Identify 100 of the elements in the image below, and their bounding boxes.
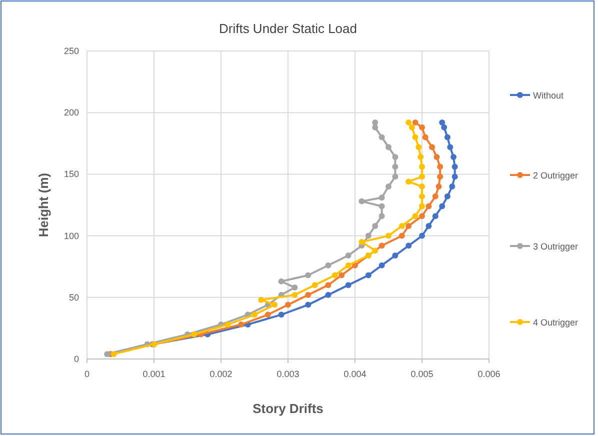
point bbox=[378, 213, 385, 220]
point bbox=[419, 193, 425, 200]
point bbox=[452, 174, 458, 180]
point bbox=[437, 164, 444, 170]
point bbox=[444, 134, 450, 140]
point bbox=[191, 331, 198, 338]
point bbox=[305, 272, 312, 278]
y-tick-label: 50 bbox=[68, 292, 79, 302]
point bbox=[378, 194, 385, 201]
point bbox=[412, 134, 418, 140]
point bbox=[418, 154, 424, 160]
point bbox=[345, 282, 352, 288]
point bbox=[429, 144, 436, 150]
point bbox=[432, 193, 438, 200]
point bbox=[412, 119, 418, 126]
chart-title: Drifts Under Static Load bbox=[218, 21, 358, 36]
point bbox=[292, 284, 298, 291]
legend-label: 3 Outrigger bbox=[533, 242, 578, 252]
point bbox=[110, 351, 117, 358]
point bbox=[386, 144, 392, 150]
point bbox=[406, 242, 412, 249]
point bbox=[372, 222, 378, 229]
point bbox=[406, 119, 412, 126]
point bbox=[422, 134, 428, 140]
legend-label: Without bbox=[533, 90, 564, 100]
point bbox=[365, 272, 372, 278]
point bbox=[432, 213, 438, 220]
point bbox=[419, 184, 425, 190]
point bbox=[447, 144, 454, 150]
point bbox=[378, 134, 385, 140]
point bbox=[238, 322, 244, 328]
point bbox=[278, 312, 284, 318]
point bbox=[325, 262, 332, 268]
point bbox=[398, 232, 405, 239]
point bbox=[278, 278, 284, 284]
point bbox=[292, 292, 298, 298]
point bbox=[419, 232, 425, 239]
point bbox=[392, 154, 398, 160]
point bbox=[426, 222, 432, 229]
point bbox=[412, 213, 418, 220]
point bbox=[419, 203, 425, 210]
point bbox=[345, 252, 352, 259]
point bbox=[436, 184, 442, 190]
legend-label: 4 Outrigger bbox=[533, 318, 578, 328]
x-tick-label: 0 bbox=[84, 369, 90, 379]
point bbox=[419, 164, 425, 170]
point bbox=[258, 296, 264, 303]
point bbox=[439, 203, 446, 210]
y-tick-label: 100 bbox=[64, 230, 79, 241]
point bbox=[406, 178, 412, 185]
point bbox=[312, 282, 318, 288]
y-tick-label: 200 bbox=[64, 108, 79, 118]
point bbox=[392, 174, 398, 180]
point bbox=[305, 292, 312, 298]
point bbox=[434, 154, 440, 160]
point bbox=[426, 203, 432, 210]
point bbox=[386, 184, 392, 190]
point bbox=[305, 302, 312, 308]
y-tick-label: 0 bbox=[74, 354, 79, 364]
point bbox=[419, 174, 425, 180]
point bbox=[378, 242, 385, 249]
point bbox=[325, 292, 332, 298]
point bbox=[452, 164, 458, 170]
point bbox=[104, 351, 110, 358]
point bbox=[325, 282, 332, 288]
point bbox=[224, 322, 231, 328]
x-tick-label: 0.003 bbox=[276, 369, 300, 379]
point bbox=[332, 272, 338, 278]
x-axis-title: Story Drifts bbox=[252, 401, 324, 416]
y-tick-label: 150 bbox=[64, 169, 79, 180]
x-tick-label: 0.005 bbox=[410, 369, 434, 379]
x-tick-label: 0.001 bbox=[142, 369, 166, 379]
point bbox=[449, 184, 456, 190]
x-tick-label: 0.004 bbox=[344, 369, 366, 379]
point bbox=[372, 248, 378, 254]
point bbox=[252, 312, 258, 318]
point bbox=[264, 312, 271, 318]
point bbox=[419, 213, 425, 220]
point bbox=[406, 222, 412, 229]
point bbox=[358, 238, 365, 245]
y-axis-title: Height (m) bbox=[36, 172, 51, 238]
point bbox=[398, 222, 405, 229]
point bbox=[372, 119, 378, 126]
point bbox=[358, 198, 365, 204]
point bbox=[285, 302, 291, 308]
point bbox=[392, 252, 398, 259]
point bbox=[441, 124, 448, 130]
point bbox=[416, 144, 422, 150]
legend-label: 2 Outrigger bbox=[533, 170, 578, 180]
point bbox=[437, 174, 444, 180]
x-tick-label: 0.002 bbox=[210, 369, 232, 379]
point bbox=[386, 232, 392, 239]
point bbox=[439, 119, 446, 126]
point bbox=[408, 124, 415, 130]
point bbox=[365, 232, 372, 239]
x-tick-label: 0.006 bbox=[478, 369, 500, 379]
point bbox=[378, 262, 385, 268]
point bbox=[392, 164, 398, 170]
point bbox=[419, 124, 425, 130]
point bbox=[338, 272, 345, 278]
